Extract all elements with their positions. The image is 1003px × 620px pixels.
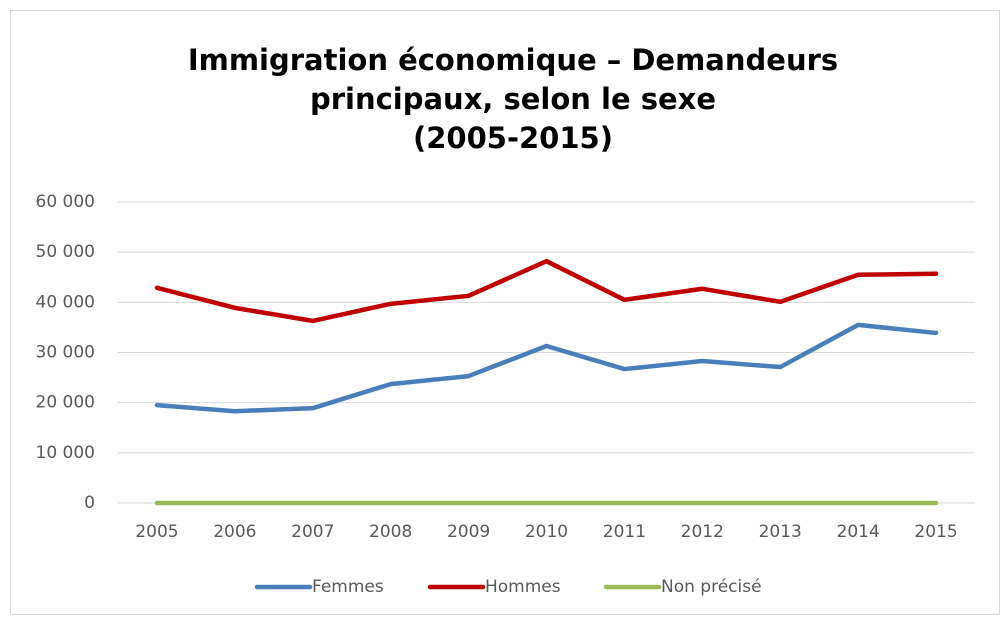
x-tick-label: 2008 [369,522,412,542]
y-tick-label: 0 [84,493,95,513]
x-tick-label: 2015 [914,522,957,542]
x-tick-label: 2010 [525,522,568,542]
x-tick-label: 2011 [603,522,646,542]
legend-label: Non précisé [661,577,762,597]
x-tick-label: 2009 [447,522,490,542]
chart-title: (2005-2015) [413,121,613,155]
y-tick-label: 10 000 [36,443,95,463]
y-tick-label: 20 000 [36,393,95,413]
chart-border [10,10,1000,615]
x-tick-label: 2014 [837,522,880,542]
y-tick-label: 50 000 [36,242,95,262]
chart-title: Immigration économique – Demandeurs [188,43,838,77]
x-tick-label: 2007 [291,522,334,542]
y-tick-label: 30 000 [36,343,95,363]
x-tick-label: 2005 [135,522,178,542]
x-tick-label: 2006 [213,522,256,542]
series-line [154,258,939,324]
series-line [154,322,939,414]
legend-label: Hommes [485,577,561,597]
legend-label: Femmes [312,577,384,597]
y-tick-label: 40 000 [36,292,95,312]
y-tick-label: 60 000 [36,192,95,212]
x-tick-label: 2013 [759,522,802,542]
chart-title: principaux, selon le sexe [310,82,716,116]
x-tick-label: 2012 [681,522,724,542]
